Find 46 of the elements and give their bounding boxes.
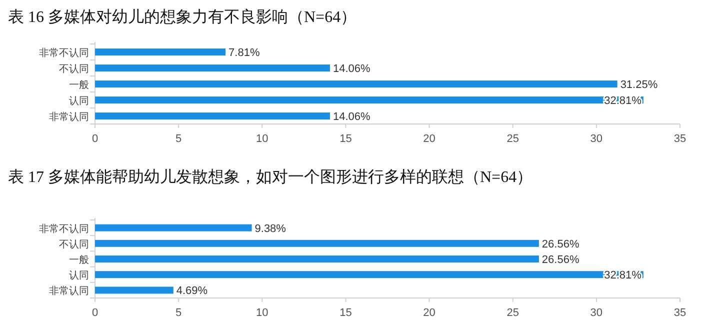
bar: [95, 64, 330, 72]
x-tick-label: 10: [256, 307, 268, 319]
y-tick-label: 认同: [69, 270, 89, 282]
y-tick-label: 不认同: [59, 63, 89, 75]
x-tick-label: 0: [92, 133, 98, 145]
y-tick-label: 不认同: [59, 238, 89, 250]
x-tick-label: 15: [340, 307, 352, 319]
data-label: 31.25%: [620, 79, 658, 91]
bar: [95, 80, 618, 88]
x-tick-label: 25: [506, 133, 519, 145]
bar: [95, 112, 330, 120]
data-label: 14.06%: [333, 111, 371, 123]
data-label: 9.38%: [254, 222, 286, 235]
x-tick-label: 25: [506, 307, 519, 319]
bar: [95, 96, 644, 104]
x-tick-label: 10: [256, 133, 268, 145]
data-label: 4.69%: [176, 285, 208, 298]
x-tick-label: 30: [590, 307, 603, 319]
y-tick-label: 非常认同: [49, 111, 89, 123]
bar: [95, 224, 252, 232]
x-tick-label: 20: [423, 133, 436, 145]
data-label: 26.56%: [542, 238, 580, 250]
bar: [95, 240, 539, 247]
x-tick-label: 15: [340, 133, 352, 145]
y-tick-label: 一般: [69, 255, 89, 266]
x-tick-label: 30: [590, 133, 603, 145]
data-label: 7.81%: [228, 47, 260, 59]
bar: [95, 286, 174, 294]
x-tick-label: 20: [423, 307, 436, 319]
y-tick-label: 认同: [69, 95, 89, 107]
x-tick-label: 35: [674, 307, 686, 319]
x-tick-label: 5: [176, 307, 182, 319]
y-tick-label: 非常认同: [49, 285, 89, 298]
bar: [95, 48, 226, 56]
x-tick-label: 0: [92, 307, 98, 319]
data-label: 14.06%: [333, 63, 371, 75]
chart-title: 表 17 多媒体能帮助幼儿发散想象，如对一个图形进行多样的联想（N=64）: [8, 168, 533, 186]
y-tick-label: 一般: [69, 80, 89, 91]
chart-title: 表 16 多媒体对幼儿的想象力有不良影响（N=64）: [8, 8, 357, 26]
x-tick-label: 35: [674, 133, 686, 145]
data-label: 26.56%: [542, 254, 580, 266]
bar: [95, 256, 539, 262]
y-tick-label: 非常不认同: [39, 47, 89, 59]
y-tick-label: 非常不认同: [39, 222, 89, 235]
x-tick-label: 5: [176, 133, 182, 145]
bar: [95, 271, 644, 278]
